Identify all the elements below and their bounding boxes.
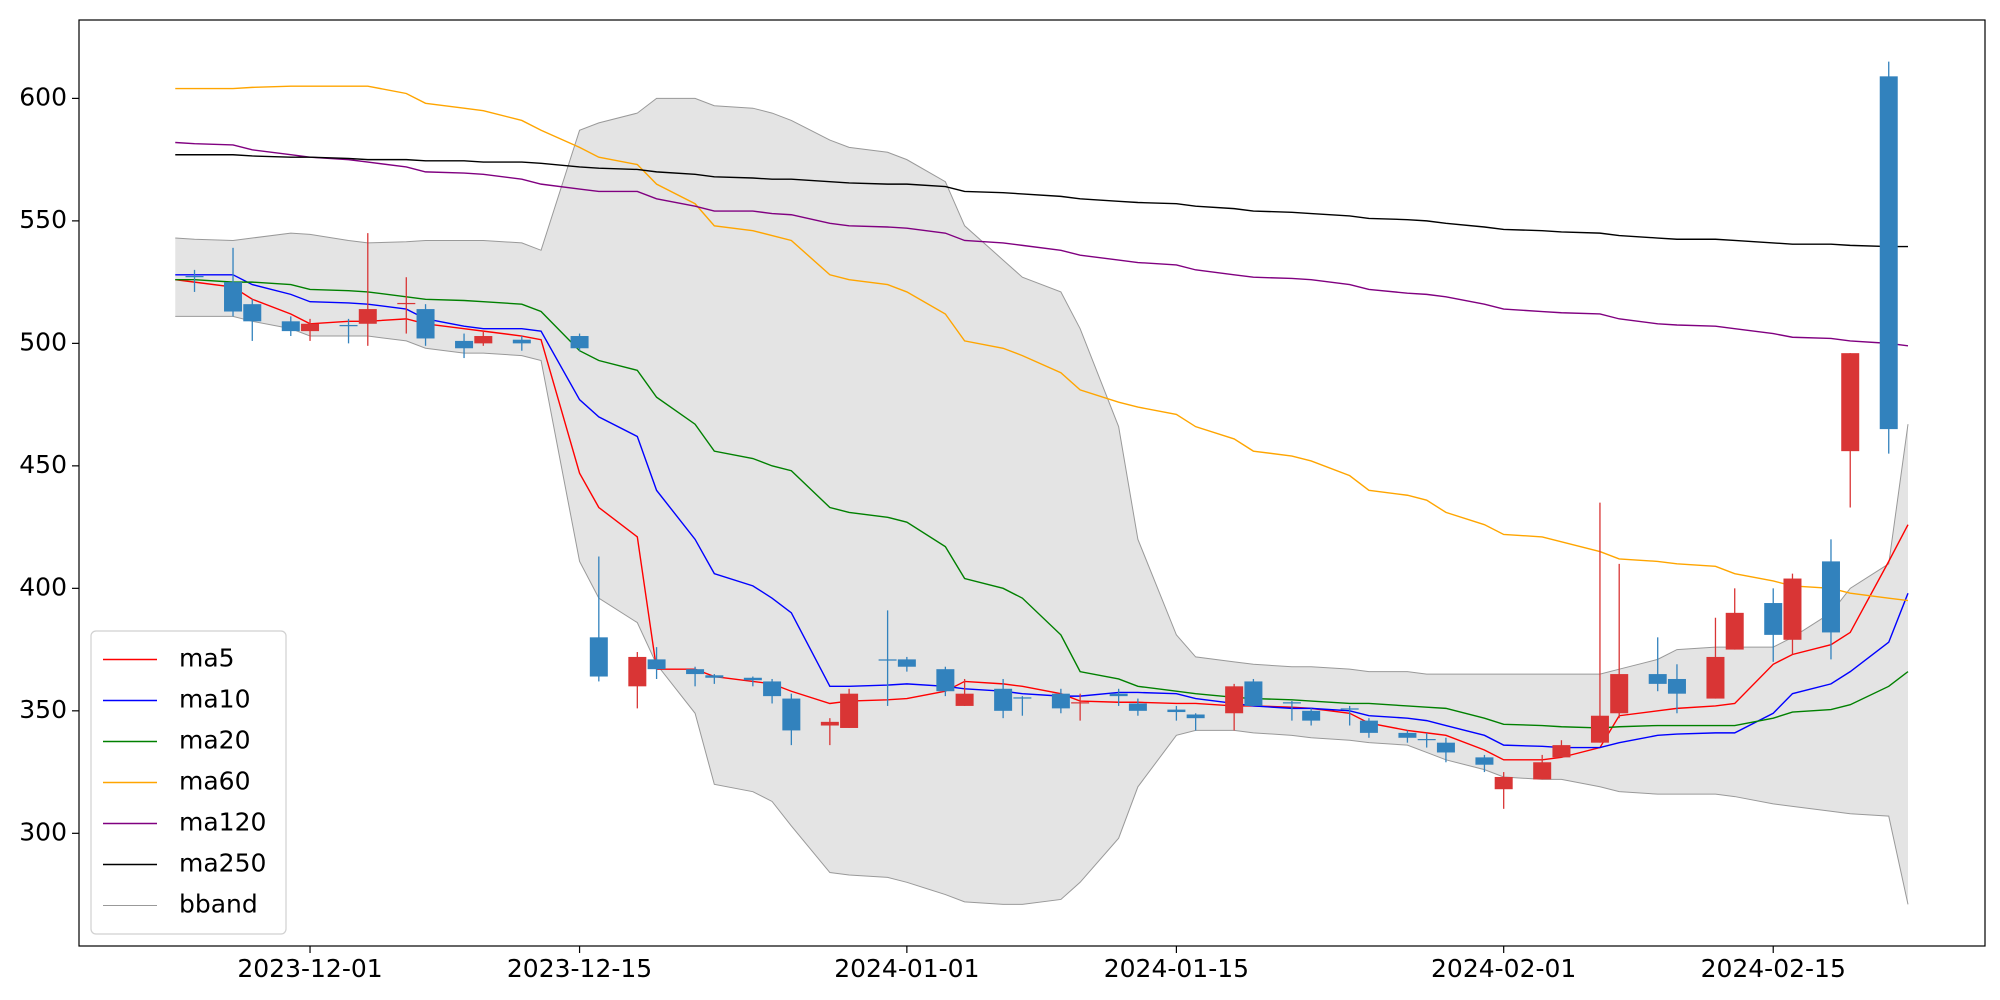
ma-line xyxy=(175,85,1909,602)
candle-body xyxy=(474,336,493,344)
candle-body xyxy=(647,659,666,670)
candle-body xyxy=(1783,578,1802,640)
x-tick-label: 2024-02-15 xyxy=(1701,954,1846,983)
candle-body xyxy=(1051,693,1070,709)
candle-body xyxy=(1128,703,1147,711)
candle-body xyxy=(1071,702,1090,704)
candle-body xyxy=(763,681,782,697)
candle-body xyxy=(570,336,589,349)
candle-body xyxy=(1648,674,1667,684)
candle-body xyxy=(628,656,647,687)
candle-body xyxy=(1302,710,1321,721)
y-tick-label: 450 xyxy=(19,450,67,479)
plot-area xyxy=(175,61,1909,905)
candle-body xyxy=(705,675,724,678)
candle-body xyxy=(1225,686,1244,714)
candle-body xyxy=(1533,762,1552,780)
plot-frame xyxy=(78,19,1986,947)
candle-body xyxy=(936,669,955,692)
ma-line xyxy=(175,278,1909,729)
x-tick-label: 2024-02-01 xyxy=(1431,954,1576,983)
candle-body xyxy=(1359,720,1378,733)
candle-body xyxy=(589,637,608,677)
candle-body xyxy=(397,302,416,305)
x-tick-label: 2023-12-15 xyxy=(507,954,652,983)
candle-body xyxy=(994,688,1013,711)
candle-body xyxy=(1398,732,1417,738)
y-tick-label: 350 xyxy=(19,695,67,724)
candle-body xyxy=(743,677,762,681)
candle-body xyxy=(782,698,801,731)
legend-label: bband xyxy=(179,890,258,919)
y-tick-label: 400 xyxy=(19,572,67,601)
candle-body xyxy=(1186,714,1205,719)
candle-body xyxy=(224,282,243,312)
candle-body xyxy=(455,340,474,349)
candle-body xyxy=(185,275,204,278)
legend-label: ma120 xyxy=(179,808,266,837)
band-lower xyxy=(175,315,1909,905)
candle-body xyxy=(1667,678,1686,694)
candle-body xyxy=(1013,697,1032,699)
legend-label: ma60 xyxy=(179,767,250,796)
candle-body xyxy=(339,324,358,327)
candle-body xyxy=(955,693,974,706)
legend-label: ma5 xyxy=(179,644,235,673)
legend: ma5 ma10 ma20 ma60 ma120 ma250 bband xyxy=(90,630,287,935)
candle-body xyxy=(1167,709,1186,713)
band-fill xyxy=(175,98,1908,905)
ma-line xyxy=(175,278,1909,761)
candle-body xyxy=(1475,757,1494,765)
legend-label: ma20 xyxy=(179,726,250,755)
candle-body xyxy=(243,304,262,322)
legend-box xyxy=(90,630,287,935)
ma-line xyxy=(175,274,1909,749)
candle-body xyxy=(1706,656,1725,699)
candle-body xyxy=(1109,693,1128,697)
candle-body xyxy=(1244,681,1263,706)
candle-body xyxy=(897,659,916,667)
ma-line xyxy=(175,141,1909,347)
candle-body xyxy=(1610,674,1629,714)
candle-body xyxy=(1417,738,1436,741)
candle-body xyxy=(840,693,859,728)
candle-body xyxy=(1879,76,1898,430)
candle-body xyxy=(1725,612,1744,650)
candle-body xyxy=(1821,561,1840,633)
candle-body xyxy=(281,321,300,332)
candle-body xyxy=(1841,353,1860,452)
y-tick-label: 500 xyxy=(19,327,67,356)
candle-body xyxy=(1436,742,1455,753)
candle-body xyxy=(1764,603,1783,635)
x-tick-label: 2024-01-15 xyxy=(1104,954,1249,983)
candle-body xyxy=(1590,715,1609,743)
ma-line xyxy=(175,154,1908,248)
candle-body xyxy=(1494,776,1513,790)
band-upper xyxy=(175,97,1909,675)
x-tick-label: 2023-12-01 xyxy=(237,954,382,983)
y-tick-label: 550 xyxy=(19,205,67,234)
candle-body xyxy=(1282,702,1301,704)
legend-label: ma10 xyxy=(179,685,250,714)
legend-label: ma250 xyxy=(179,849,266,878)
candle-body xyxy=(820,721,839,726)
candle-body xyxy=(1340,708,1359,710)
y-tick-label: 600 xyxy=(19,82,67,111)
candle-body xyxy=(686,669,705,675)
candle-body xyxy=(878,659,897,661)
x-tick-label: 2024-01-01 xyxy=(834,954,979,983)
y-tick-label: 300 xyxy=(19,817,67,846)
candle-body xyxy=(301,323,320,332)
candle-body xyxy=(358,309,377,324)
candle-body xyxy=(416,309,435,339)
candle-body xyxy=(1552,745,1571,758)
candle-body xyxy=(512,339,531,344)
